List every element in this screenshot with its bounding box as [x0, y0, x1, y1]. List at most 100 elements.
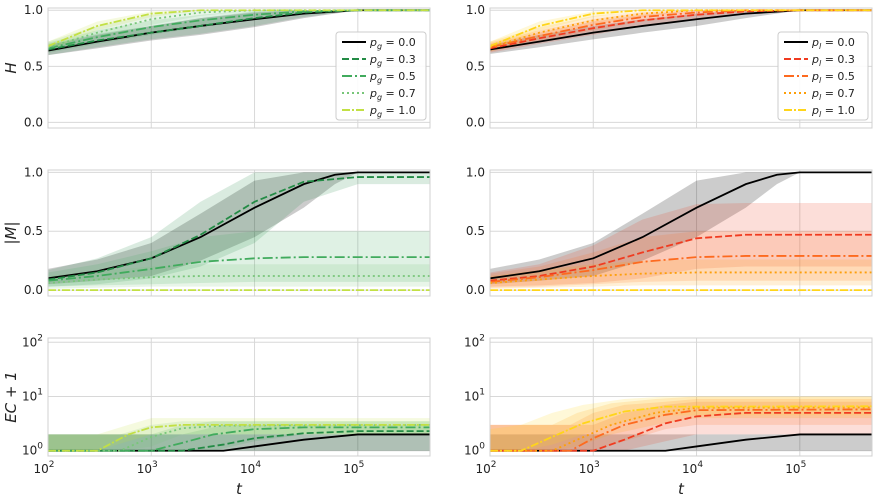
series-layer	[48, 171, 430, 292]
y-tick-label: 1.0	[24, 165, 43, 179]
band-pl-0.7-M	[490, 259, 872, 289]
y-tick-label: 100	[464, 442, 485, 458]
line-pl-0.7-H	[490, 9, 872, 49]
band-pl-0.0-EC	[490, 434, 872, 451]
line-pg-0.5-EC	[48, 426, 430, 452]
line-pg-0.7-EC	[48, 423, 430, 452]
legend-box	[777, 31, 869, 121]
legend-entry-0.3: pl = 0.3	[811, 53, 855, 68]
y-axis-label: H	[2, 62, 20, 73]
legend-entry-1.0: pg = 1.0	[369, 104, 416, 119]
panel-EC-pl: 100 101 102 102 103 104 105 t	[464, 333, 873, 498]
band-pg-0.7-EC	[48, 421, 430, 451]
legend-entry-0.5: pg = 0.5	[369, 70, 416, 85]
y-tick-label: 0.0	[24, 283, 43, 297]
x-tick-label: 105	[343, 460, 364, 476]
line-pl-0.5-M	[490, 255, 872, 283]
line-pg-1.0-H	[48, 9, 430, 47]
line-pg-0.0-M	[48, 171, 430, 280]
legend-entry-0.0: pg = 0.0	[369, 36, 416, 51]
legend-pg: pg = 0.0 pg = 0.3 pg = 0.5 pg = 0.7 pg = 1.0	[335, 31, 427, 121]
x-tick-label: 102	[475, 460, 496, 476]
band-pg-0.0-M	[48, 172, 430, 285]
line-pg-0.5-M	[48, 256, 430, 282]
line-pg-0.0-EC	[48, 433, 430, 452]
y-tick-label: 101	[22, 388, 43, 404]
series-layer	[48, 418, 430, 452]
band-pg-1.0-EC	[48, 418, 430, 451]
panel-frame	[47, 7, 431, 129]
y-tick-label: 1.0	[24, 3, 43, 17]
y-tick-label: 0.0	[466, 115, 485, 129]
series-layer	[490, 171, 872, 292]
band-pl-0.3-H	[490, 10, 872, 53]
series-layer	[490, 396, 872, 452]
line-pl-0.0-EC	[490, 433, 872, 452]
y-tick-label: 1.0	[466, 165, 485, 179]
panel-frame	[47, 337, 431, 457]
panel-frame	[47, 169, 431, 297]
band-pg-0.7-H	[48, 10, 430, 52]
line-pl-1.0-EC	[490, 405, 872, 452]
x-tick-label: 102	[33, 460, 54, 476]
y-axis-label: |M|	[2, 221, 20, 244]
line-pl-0.3-EC	[490, 411, 872, 452]
y-axis-label: EC + 1	[2, 371, 20, 423]
plot-area	[490, 170, 872, 296]
y-tick-label: 0.0	[24, 115, 43, 129]
band-pg-0.5-M	[48, 231, 430, 287]
band-pg-0.3-M	[48, 172, 430, 287]
line-pg-0.3-M	[48, 176, 430, 281]
band-pl-0.3-EC	[490, 401, 872, 451]
band-pl-0.5-EC	[490, 399, 872, 451]
y-tick-label: 102	[22, 333, 43, 349]
panel-frame	[489, 7, 873, 129]
panel-frame	[489, 169, 873, 297]
line-pl-0.3-H	[490, 9, 872, 50]
y-tick-label: 0.5	[24, 59, 43, 73]
y-tick-label: 0.0	[466, 283, 485, 297]
y-tick-label: 101	[464, 388, 485, 404]
y-tick-label: 102	[464, 333, 485, 349]
band-pl-0.3-M	[490, 202, 872, 287]
panel-M-pg: 0.0 0.5 1.0 |M|	[2, 165, 431, 297]
legend-entry-0.0: pl = 0.0	[811, 36, 855, 51]
band-pg-0.0-EC	[48, 434, 430, 451]
y-tick-label: 0.5	[466, 59, 485, 73]
band-pl-0.0-M	[490, 172, 872, 285]
legend-entry-0.5: pl = 0.5	[811, 70, 855, 85]
panel-M-pl: 0.0 0.5 1.0	[466, 165, 873, 297]
band-pl-0.5-M	[490, 231, 872, 288]
line-pl-0.3-M	[490, 233, 872, 282]
x-tick-label: 105	[785, 460, 806, 476]
legend-entry-0.7: pg = 0.7	[369, 87, 416, 102]
x-axis-label: t	[236, 480, 243, 498]
line-pl-0.7-EC	[490, 406, 872, 452]
line-pl-0.0-M	[490, 171, 872, 280]
x-axis-label: t	[678, 480, 685, 498]
legend-entry-0.3: pg = 0.3	[369, 53, 416, 68]
line-pl-0.5-H	[490, 9, 872, 49]
line-pl-0.7-M	[490, 271, 872, 284]
line-pl-0.5-EC	[490, 408, 872, 452]
y-tick-label: 0.5	[24, 224, 43, 238]
x-tick-label: 103	[579, 460, 600, 476]
legend-box	[335, 31, 427, 121]
panel-frame	[489, 337, 873, 457]
x-tick-label: 104	[682, 460, 703, 476]
x-tick-label: 103	[137, 460, 158, 476]
band-pl-0.7-H	[490, 10, 872, 52]
y-tick-label: 100	[22, 442, 43, 458]
legend-entry-1.0: pl = 1.0	[811, 104, 855, 119]
band-pl-0.0-H	[490, 10, 872, 54]
x-tick-label: 104	[240, 460, 261, 476]
legend-pl: pl = 0.0 pl = 0.3 pl = 0.5 pl = 0.7 pl = 1.0	[777, 31, 869, 121]
series-layer	[490, 9, 872, 54]
band-pg-0.5-EC	[48, 421, 430, 451]
series-layer	[48, 9, 430, 56]
panel-EC-pg: 100 101 102 102 103 104 105 t EC + 1	[2, 333, 431, 498]
line-pg-0.3-EC	[48, 430, 430, 452]
y-tick-label: 0.5	[466, 224, 485, 238]
